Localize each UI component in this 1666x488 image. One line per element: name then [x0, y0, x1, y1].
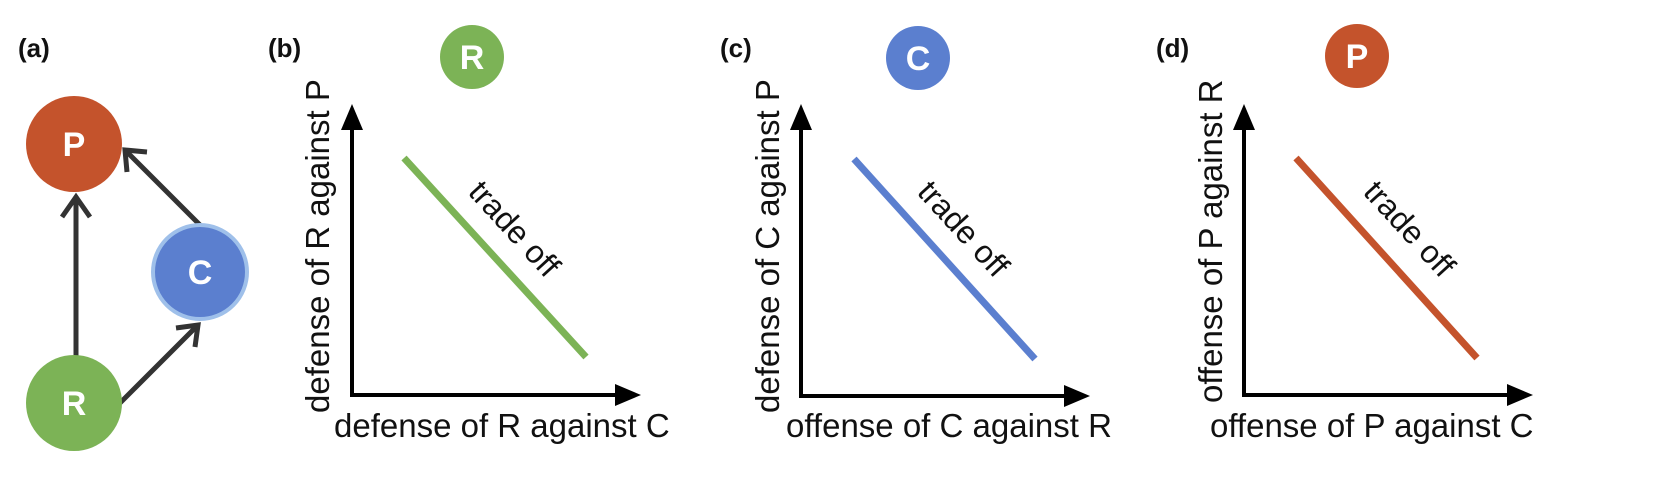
arrow-c-to-p — [123, 148, 202, 227]
panel-b-y-label: defense of R against P — [299, 79, 336, 413]
panel-d-x-label: offense of P against C — [1210, 407, 1534, 444]
node-p-circle — [26, 96, 122, 192]
panel-c-y-label: defense of C against P — [749, 79, 786, 413]
node-p-label: P — [63, 126, 86, 164]
panel-c-tradeoff-line — [851, 156, 1038, 362]
panel-a-label: (a) — [18, 33, 50, 63]
panel-d-tradeoff-line — [1293, 155, 1480, 361]
node-c: C — [151, 223, 249, 321]
panel-b-y-arrowhead — [341, 104, 363, 130]
panel-d-label: (d) — [1156, 33, 1189, 63]
panel-b-species-badge — [440, 25, 504, 89]
panel-b-tradeoff-line — [401, 155, 589, 360]
node-p: P — [26, 96, 122, 192]
panel-b: (b) R trade off defense of R against P d… — [268, 25, 670, 444]
panel-d-species-label: P — [1346, 38, 1369, 76]
panel-d-y-label: offense of P against R — [1192, 79, 1229, 403]
panel-d-y-arrowhead — [1233, 104, 1255, 130]
arrow-r-to-c — [118, 323, 200, 405]
node-c-circle — [151, 223, 249, 321]
panel-c-y-arrowhead — [790, 104, 812, 130]
panel-d-x-arrowhead — [1507, 384, 1533, 406]
panel-b-species-label: R — [460, 39, 485, 77]
panel-b-x-arrowhead — [615, 384, 641, 406]
panel-c-x-arrowhead — [1064, 385, 1090, 407]
panel-c-species-badge — [886, 26, 950, 90]
node-c-label: C — [188, 254, 213, 292]
node-r-label: R — [62, 385, 87, 423]
panel-c-tradeoff-label: trade off — [911, 173, 1017, 284]
panel-d-tradeoff-label: trade off — [1357, 173, 1463, 284]
panel-b-x-label: defense of R against C — [334, 407, 670, 444]
panel-b-tradeoff-label: trade off — [462, 173, 568, 284]
arrowhead-r-to-p — [59, 192, 93, 219]
food-web-arrows — [59, 147, 202, 405]
node-r: R — [26, 355, 122, 451]
arrowhead-r-to-c — [175, 322, 201, 348]
panel-c-label: (c) — [720, 33, 752, 63]
node-r-circle — [26, 355, 122, 451]
panel-c-x-label: offense of C against R — [786, 407, 1112, 444]
arrowhead-c-to-p — [122, 147, 148, 173]
panel-c: (c) C trade off defense of C against P o… — [720, 26, 1112, 444]
panel-c-species-label: C — [906, 40, 931, 78]
panel-d: (d) P trade off offense of P against R o… — [1156, 24, 1534, 444]
panel-b-label: (b) — [268, 33, 301, 63]
panel-d-species-badge — [1325, 24, 1389, 88]
